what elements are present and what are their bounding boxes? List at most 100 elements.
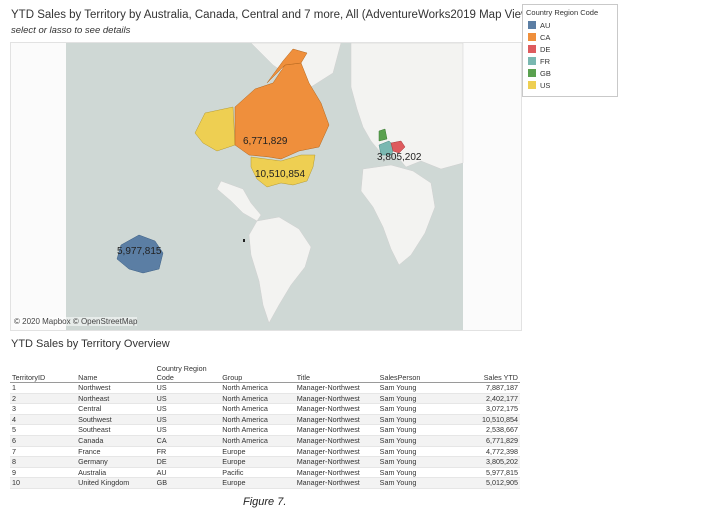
usa-region[interactable]: [250, 154, 316, 188]
cell-name: Northeast: [76, 393, 155, 405]
cell-country-region-code: US: [154, 403, 221, 415]
cell-group: Pacific: [220, 467, 295, 479]
legend-item-gb[interactable]: GB: [528, 69, 551, 80]
legend-label: CA: [540, 33, 551, 42]
cell-group: Europe: [220, 477, 295, 489]
cell-territory-id: 2: [10, 393, 77, 405]
cell-sales-ytd: 6,771,829: [449, 435, 520, 447]
cell-title: Manager-Northwest: [294, 446, 378, 458]
table-row[interactable]: 10 United Kingdom GB Europe Manager-Northwes…: [10, 477, 520, 489]
cell-sales-ytd: 5,977,815: [449, 467, 520, 479]
table-row[interactable]: 5 Southeast US North America Manager-Northwe…: [10, 424, 520, 436]
map-title: YTD Sales by Territory by Australia, Can…: [11, 9, 534, 21]
cell-title: Manager-Northwest: [294, 382, 378, 394]
figure-caption: Figure 7.: [243, 496, 287, 508]
legend-label: AU: [540, 21, 551, 30]
cell-sales-ytd: 2,402,177: [449, 393, 520, 405]
map-view[interactable]: 6,771,829 10,510,854 3,805,202 5,977,815: [10, 42, 522, 331]
legend-item-fr[interactable]: FR: [528, 57, 550, 68]
canada-region[interactable]: [234, 62, 330, 160]
col-group[interactable]: Group: [220, 356, 295, 383]
col-territory-id[interactable]: TerritoryID: [10, 356, 77, 383]
cell-title: Manager-Northwest: [294, 403, 378, 415]
cell-salesperson: Sam Young: [377, 456, 450, 468]
table-body: 1 Northwest US North America Manager-Northwe…: [10, 382, 520, 489]
legend-label: US: [540, 81, 551, 90]
cell-name: Southeast: [76, 424, 155, 436]
cell-name: Germany: [76, 456, 155, 468]
legend-label: DE: [540, 45, 551, 54]
legend-label: FR: [540, 57, 550, 66]
table-header-row: TerritoryID Name Country Region Code Gro…: [10, 356, 520, 383]
table-row[interactable]: 2 Northeast US North America Manager-Northwe…: [10, 393, 520, 405]
australia-region[interactable]: [116, 234, 164, 274]
cell-territory-id: 3: [10, 403, 77, 415]
label-canada: 6,771,829: [243, 136, 288, 147]
cell-country-region-code: GB: [154, 477, 221, 489]
cell-name: Northwest: [76, 382, 155, 394]
table-row[interactable]: 3 Central US North America Manager-Northwest…: [10, 403, 520, 415]
legend-item-de[interactable]: DE: [528, 45, 550, 56]
col-sales-ytd[interactable]: Sales YTD: [449, 356, 520, 383]
legend-label: GB: [540, 69, 551, 78]
cell-salesperson: Sam Young: [377, 446, 450, 458]
cell-country-region-code: US: [154, 382, 221, 394]
cell-title: Manager-Northwest: [294, 456, 378, 468]
germany-region[interactable]: [390, 140, 406, 154]
canada-arctic-islands[interactable]: [266, 48, 308, 84]
cell-territory-id: 8: [10, 456, 77, 468]
cell-country-region-code: US: [154, 424, 221, 436]
sales-table: TerritoryID Name Country Region Code Gro…: [10, 356, 520, 489]
cell-sales-ytd: 3,072,175: [449, 403, 520, 415]
cell-territory-id: 4: [10, 414, 77, 426]
col-salesperson[interactable]: SalesPerson: [377, 356, 450, 383]
cell-country-region-code: DE: [154, 456, 221, 468]
legend-swatch: [528, 57, 536, 65]
table-title: YTD Sales by Territory Overview: [11, 338, 170, 350]
cell-salesperson: Sam Young: [377, 467, 450, 479]
cell-territory-id: 10: [10, 477, 77, 489]
table-row[interactable]: 1 Northwest US North America Manager-Northwe…: [10, 382, 520, 394]
legend-item-us[interactable]: US: [528, 81, 550, 92]
cell-territory-id: 1: [10, 382, 77, 394]
cell-title: Manager-Northwest: [294, 467, 378, 479]
legend-item-ca[interactable]: CA: [528, 33, 550, 44]
cell-territory-id: 6: [10, 435, 77, 447]
legend-swatch: [528, 45, 536, 53]
africa: [360, 164, 436, 266]
cell-salesperson: Sam Young: [377, 393, 450, 405]
col-name[interactable]: Name: [76, 356, 155, 383]
alaska-region[interactable]: [194, 106, 236, 152]
cell-salesperson: Sam Young: [377, 403, 450, 415]
cell-group: Europe: [220, 446, 295, 458]
cell-group: North America: [220, 403, 295, 415]
legend-swatch: [528, 69, 536, 77]
table-row[interactable]: 9 Australia AU Pacific Manager-Northwest Sam …: [10, 467, 520, 479]
col-title[interactable]: Title: [294, 356, 378, 383]
cell-title: Manager-Northwest: [294, 477, 378, 489]
table-row[interactable]: 7 France FR Europe Manager-Northwest Sam Youn…: [10, 446, 520, 458]
cell-group: North America: [220, 382, 295, 394]
map-subtitle: select or lasso to see details: [11, 25, 131, 36]
table-row[interactable]: 8 Germany DE Europe Manager-Northwest Sam You…: [10, 456, 520, 468]
cell-salesperson: Sam Young: [377, 424, 450, 436]
legend-swatch: [528, 21, 536, 29]
cell-salesperson: Sam Young: [377, 414, 450, 426]
map-credit: © 2020 Mapbox © OpenStreetMap: [14, 317, 138, 326]
marker: [243, 239, 245, 242]
cell-salesperson: Sam Young: [377, 382, 450, 394]
cell-sales-ytd: 10,510,854: [449, 414, 520, 426]
table-row[interactable]: 4 Southwest US North America Manager-Northwe…: [10, 414, 520, 426]
cell-title: Manager-Northwest: [294, 414, 378, 426]
uk-region[interactable]: [378, 128, 388, 142]
cell-sales-ytd: 3,805,202: [449, 456, 520, 468]
col-country-region-code[interactable]: Country Region Code: [154, 356, 221, 383]
cell-name: Central: [76, 403, 155, 415]
cell-title: Manager-Northwest: [294, 424, 378, 436]
legend-item-au[interactable]: AU: [528, 21, 550, 32]
legend-swatch: [528, 33, 536, 41]
table-row[interactable]: 6 Canada CA North America Manager-Northwest S…: [10, 435, 520, 447]
label-australia: 5,977,815: [117, 246, 162, 257]
cell-salesperson: Sam Young: [377, 435, 450, 447]
cell-group: North America: [220, 424, 295, 436]
